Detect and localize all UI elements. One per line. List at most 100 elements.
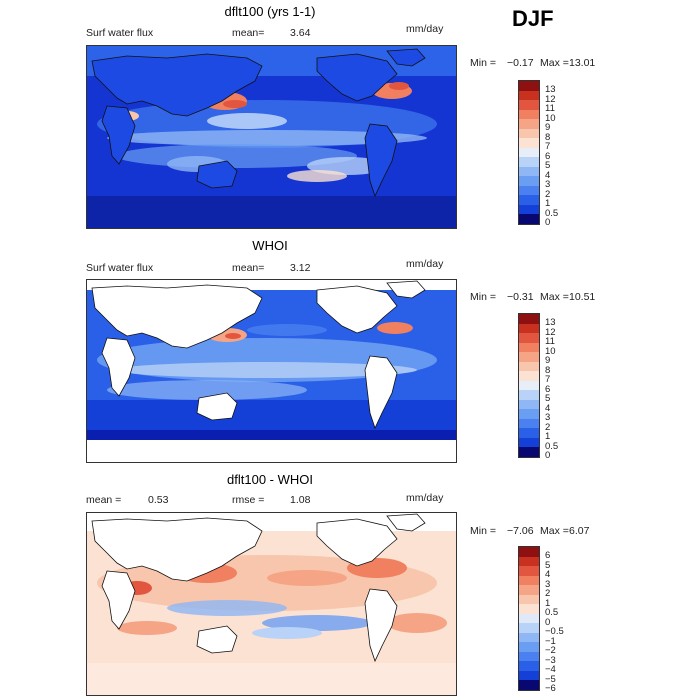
- panel2-max-label: Max =: [540, 291, 569, 303]
- colorbar-swatch: [519, 128, 539, 138]
- colorbar-swatch: [519, 680, 539, 690]
- panel1-mean-value: 3.64: [290, 27, 311, 39]
- panel1-map: [86, 45, 457, 229]
- colorbar-tick: 0.5: [545, 207, 559, 219]
- colorbar-swatch: [519, 585, 539, 595]
- colorbar-tick: −4: [545, 664, 556, 675]
- colorbar-tick: −3: [545, 654, 556, 666]
- colorbar-tick: 1: [545, 431, 551, 442]
- colorbar-tick: 6: [545, 550, 551, 561]
- colorbar-swatch: [519, 109, 539, 119]
- colorbar-swatch: [519, 214, 539, 224]
- colorbar-swatch: [519, 119, 539, 129]
- colorbar-tick: 12: [545, 93, 556, 105]
- colorbar-swatch: [519, 81, 539, 91]
- colorbar-tick: 3: [545, 179, 551, 190]
- colorbar-swatch: [519, 651, 539, 661]
- panel3-max-value: 6.07: [569, 525, 590, 537]
- panel3-max-label: Max =: [540, 525, 569, 537]
- colorbar-swatch: [519, 90, 539, 100]
- colorbar-swatch: [519, 642, 539, 652]
- colorbar-tick: 0: [545, 217, 551, 228]
- panel2-title: WHOI: [252, 238, 288, 253]
- colorbar-tick: −0.5: [545, 626, 564, 637]
- colorbar-swatch: [519, 138, 539, 148]
- colorbar-swatch: [519, 361, 539, 371]
- colorbar-tick: −6: [545, 683, 556, 694]
- colorbar-tick: 1: [545, 597, 551, 609]
- panel2-variable-label: Surf water flux: [86, 262, 154, 274]
- colorbar-tick: 2: [545, 588, 551, 599]
- colorbar-tick: 0: [545, 450, 551, 461]
- panel2-map: [86, 279, 457, 463]
- panel3-rmse-label: rmse =: [232, 494, 265, 506]
- colorbar-tick: 6: [545, 383, 551, 395]
- colorbar-tick: 11: [545, 103, 555, 114]
- colorbar-tick: 0.5: [545, 607, 559, 618]
- colorbar-swatch: [519, 147, 539, 157]
- panel3-units: mm/day: [406, 492, 444, 504]
- colorbar-swatch: [519, 176, 539, 186]
- colorbar-tick: 4: [545, 169, 551, 181]
- colorbar-tick: 1: [545, 198, 551, 209]
- season-label: DJF: [512, 6, 554, 31]
- panel3-min-label: Min =: [470, 525, 496, 537]
- colorbar-tick: 5: [545, 160, 551, 171]
- colorbar-tick: −1: [545, 635, 556, 647]
- colorbar-swatch: [519, 352, 539, 362]
- colorbar-swatch: [519, 594, 539, 604]
- panel3-map: [86, 512, 457, 696]
- colorbar-swatch: [519, 371, 539, 381]
- colorbar-swatch: [519, 566, 539, 576]
- colorbar-swatch: [519, 390, 539, 400]
- colorbar-swatch: [519, 447, 539, 457]
- colorbar-swatch: [519, 314, 539, 324]
- colorbar-tick: 13: [545, 317, 556, 328]
- colorbar-swatch: [519, 399, 539, 409]
- colorbar-swatch: [519, 661, 539, 671]
- colorbar-swatch: [519, 333, 539, 343]
- colorbar-tick: 2: [545, 421, 551, 433]
- colorbar-swatch: [519, 604, 539, 614]
- colorbar-tick: 5: [545, 393, 551, 404]
- colorbar-tick: 8: [545, 364, 551, 376]
- colorbar-tick: 11: [545, 336, 555, 347]
- panel3-min-value: −7.06: [507, 525, 534, 537]
- panel2-min-label: Min =: [470, 291, 496, 303]
- panel3-mean-label: mean =: [86, 494, 122, 506]
- panel1-max-value: 13.01: [569, 57, 596, 69]
- panel2-mean-value: 3.12: [290, 262, 311, 274]
- colorbar-tick: 5: [545, 559, 551, 571]
- panel1-mean-label: mean=: [232, 27, 265, 39]
- colorbar-tick: −5: [545, 673, 556, 685]
- colorbar-swatch: [519, 204, 539, 214]
- colorbar-swatch: [519, 547, 539, 557]
- panel1-max-label: Max =: [540, 57, 569, 69]
- panel2-colorbar: [518, 313, 540, 458]
- colorbar-swatch: [519, 623, 539, 633]
- colorbar-swatch: [519, 166, 539, 176]
- panel2-mean-label: mean=: [232, 262, 265, 274]
- colorbar-swatch: [519, 380, 539, 390]
- colorbar-swatch: [519, 418, 539, 428]
- panel1-min-value: −0.17: [507, 57, 534, 69]
- colorbar-tick: 0.5: [545, 440, 559, 452]
- panel3-rmse-value: 1.08: [290, 494, 311, 506]
- colorbar-tick: −2: [545, 645, 556, 656]
- colorbar-tick: 4: [545, 569, 551, 580]
- colorbar-tick: 9: [545, 122, 551, 133]
- panel1-title: dflt100 (yrs 1-1): [224, 4, 316, 19]
- panel1-variable-label: Surf water flux: [86, 27, 154, 39]
- colorbar-tick: 7: [545, 141, 551, 152]
- colorbar-swatch: [519, 556, 539, 566]
- colorbar-tick: 4: [545, 402, 551, 414]
- colorbar-swatch: [519, 323, 539, 333]
- colorbar-swatch: [519, 632, 539, 642]
- panel2-min-value: −0.31: [507, 291, 534, 303]
- panel2-max-value: 10.51: [569, 291, 596, 303]
- colorbar-swatch: [519, 185, 539, 195]
- colorbar-tick: 0: [545, 616, 551, 628]
- colorbar-tick: 9: [545, 355, 551, 366]
- colorbar-swatch: [519, 575, 539, 585]
- panel2-units: mm/day: [406, 258, 444, 270]
